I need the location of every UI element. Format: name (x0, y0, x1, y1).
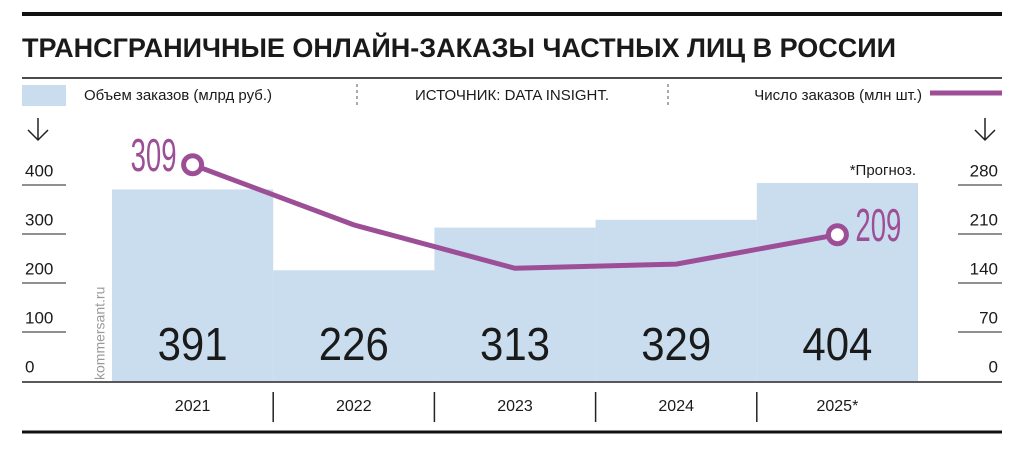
line-point (181, 153, 205, 177)
value-label: 404 (802, 318, 872, 370)
x-tick-label: 2024 (658, 398, 694, 415)
y-tick-label: 300 (25, 210, 53, 229)
bar (112, 189, 274, 381)
value-label: 329 (641, 318, 711, 370)
line-point (825, 223, 849, 247)
y2-tick-label: 280 (970, 161, 998, 180)
y2-tick-label: 210 (970, 210, 998, 229)
y2-tick-label: 140 (970, 259, 998, 278)
value-label: 313 (480, 318, 550, 370)
arrow-icon (974, 118, 996, 142)
bar (595, 219, 757, 381)
legend-swatch (22, 85, 66, 106)
x-tick-label: 2025* (816, 398, 858, 415)
y-tick-label: 400 (25, 161, 53, 180)
y2-tick-label: 0 (989, 357, 998, 376)
line-value-label: 309 (131, 129, 177, 181)
value-label: 226 (319, 318, 389, 370)
y-tick-label: 0 (25, 357, 34, 376)
bar (273, 270, 435, 381)
x-tick-label: 2023 (497, 398, 533, 415)
legend-label: Объем заказов (млрд руб.) (84, 87, 272, 104)
y-tick-label: 100 (25, 308, 53, 327)
y2-tick-label: 70 (979, 308, 998, 327)
x-tick-label: 2022 (336, 398, 372, 415)
annotation: *Прогноз. (850, 162, 916, 179)
chart-title: ТРАНСГРАНИЧНЫЕ ОНЛАЙН-ЗАКАЗЫ ЧАСТНЫХ ЛИЦ… (22, 32, 896, 63)
bar (756, 183, 918, 381)
watermark: kommersant.ru (92, 287, 108, 380)
y-tick-label: 200 (25, 259, 53, 278)
source: ИСТОЧНИК: DATA INSIGHT. (415, 87, 609, 104)
legend-label: Число заказов (млн шт.) (754, 87, 922, 104)
arrow-icon (27, 118, 49, 142)
line-value-label: 209 (855, 199, 901, 251)
line (191, 162, 838, 271)
value-label: 391 (158, 318, 228, 370)
x-tick-label: 2021 (175, 398, 211, 415)
